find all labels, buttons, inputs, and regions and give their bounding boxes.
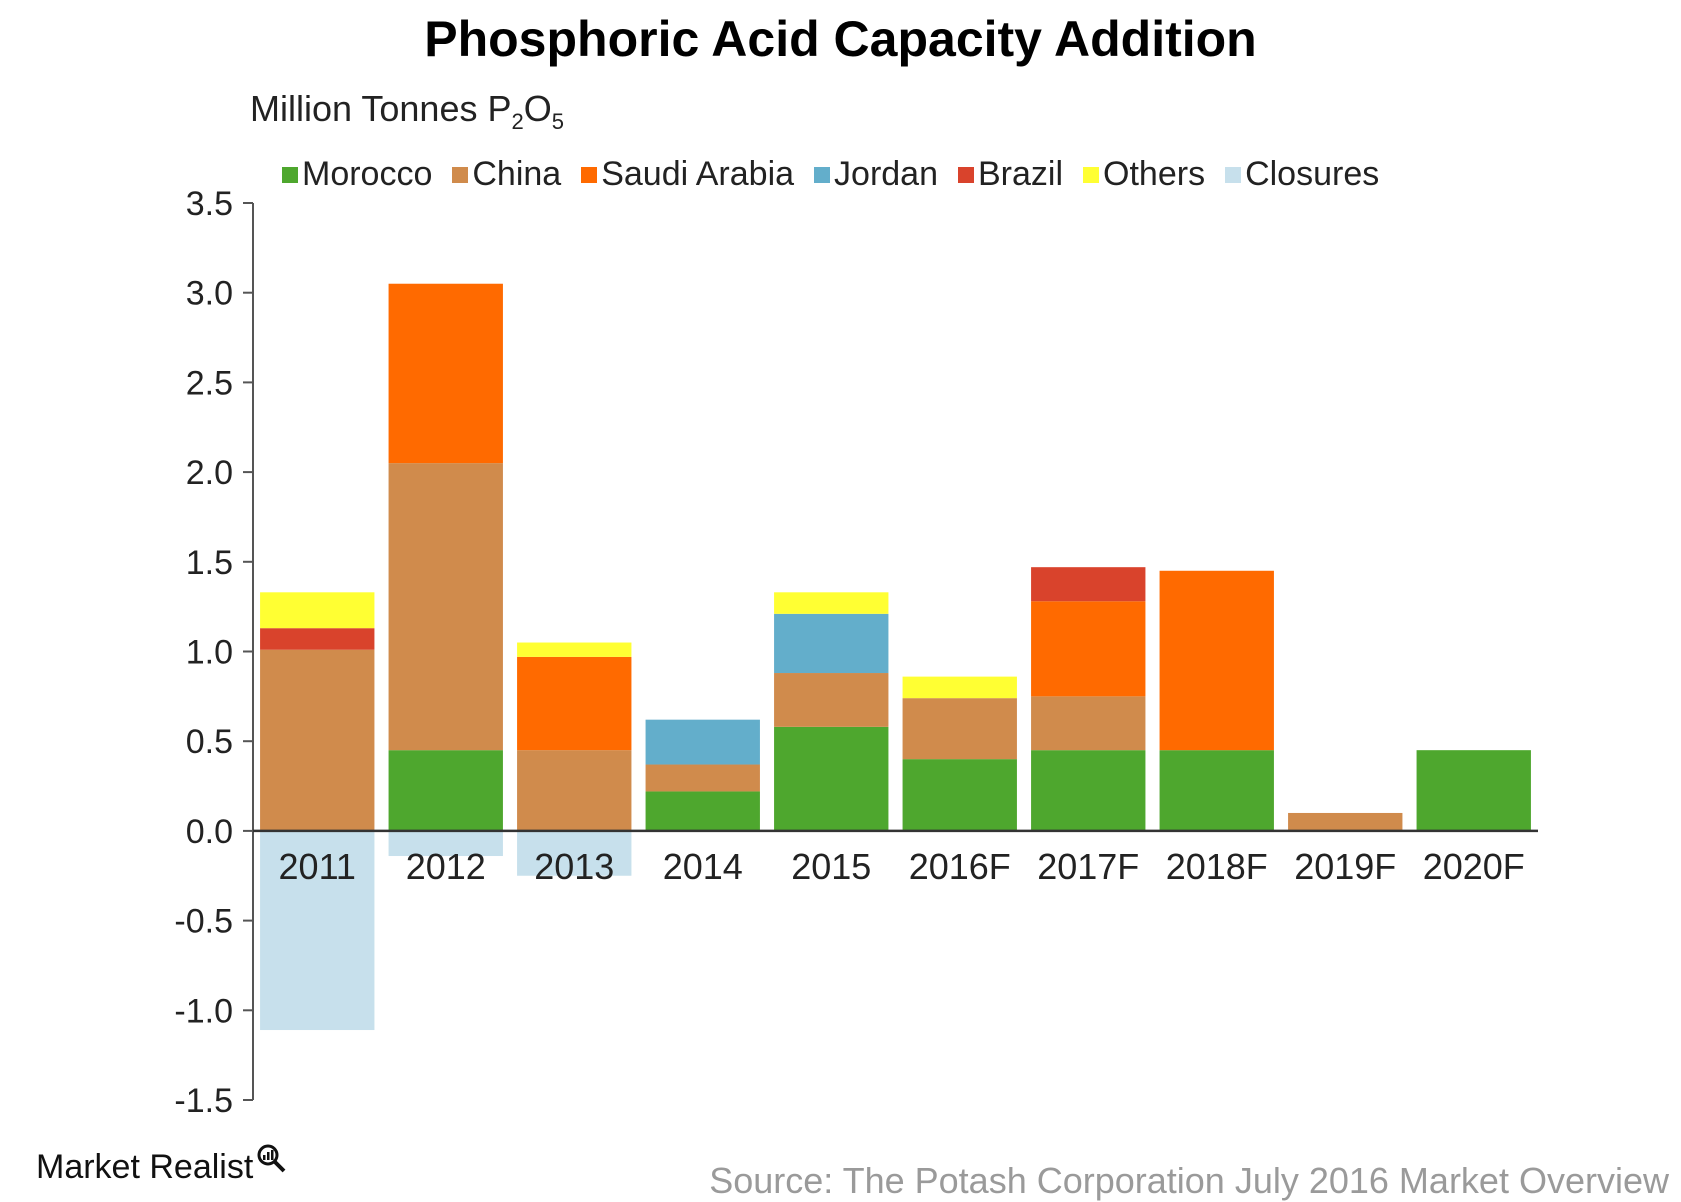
legend-label: Brazil	[978, 155, 1064, 193]
unit-sub-2: 5	[551, 109, 564, 135]
bar-2018f-morocco	[1159, 750, 1274, 831]
unit-mid: O	[523, 88, 552, 129]
legend-label: Morocco	[302, 155, 433, 193]
bar-2013-closures	[517, 830, 632, 876]
bar-2014-china	[645, 764, 760, 792]
x-tick-label: 2014	[663, 846, 743, 887]
y-tick-label: 1.0	[186, 634, 233, 672]
bar-2015-others	[774, 592, 889, 614]
x-tick-label: 2011	[279, 846, 356, 887]
bar-2011-china	[260, 649, 375, 831]
legend-swatch	[1225, 166, 1242, 183]
y-tick-label: 0.5	[186, 723, 233, 761]
bar-2012-china	[388, 463, 503, 751]
bar-2014-jordan	[645, 719, 760, 765]
y-axis-unit-label: Million Tonnes P2O5	[250, 88, 564, 135]
y-tick-label: 0.0	[186, 813, 233, 851]
legend-swatch	[581, 166, 598, 183]
bar-2012-closures	[388, 830, 503, 857]
source-note: Source: The Potash Corporation July 2016…	[709, 1160, 1669, 1201]
bar-2017f-china	[1031, 696, 1146, 751]
legend-swatch	[814, 166, 831, 183]
bar-2015-jordan	[774, 613, 889, 674]
x-tick-label: 2017F	[1037, 846, 1139, 887]
bar-2018f-saudi-arabia	[1159, 570, 1274, 751]
bar-2013-others	[517, 642, 632, 657]
y-tick-label: -1.5	[174, 1082, 233, 1120]
unit-main: Million Tonnes P	[250, 88, 512, 129]
x-tick-label: 2016F	[909, 846, 1011, 887]
legend-item-jordan: Jordan	[814, 155, 938, 194]
y-tick-label: 2.5	[186, 364, 233, 402]
legend-label: Jordan	[834, 155, 938, 193]
bar-2014-morocco	[645, 791, 760, 831]
y-tick-label: 3.0	[186, 275, 233, 313]
y-tick-label: 2.0	[186, 454, 233, 492]
x-tick-label: 2013	[534, 846, 614, 887]
logo-text: Market Realist	[36, 1148, 254, 1186]
legend-label: Closures	[1245, 155, 1380, 193]
legend-label: Others	[1103, 155, 1206, 193]
legend-item-morocco: Morocco	[282, 155, 432, 194]
bar-2017f-saudi-arabia	[1031, 601, 1146, 697]
legend-label: Saudi Arabia	[601, 155, 795, 193]
bar-2016f-morocco	[902, 759, 1017, 831]
x-tick-label: 2018F	[1166, 846, 1268, 887]
market-realist-logo: Market Realist	[36, 1144, 287, 1187]
legend-label: China	[472, 155, 562, 193]
legend-swatch	[452, 166, 469, 183]
legend: Morocco China Saudi Arabia Jordan Brazil Othe…	[282, 155, 1399, 194]
magnifier-icon	[257, 1144, 286, 1173]
y-tick-label: -1.0	[174, 992, 233, 1030]
bar-2013-saudi-arabia	[517, 656, 632, 751]
legend-item-saudi-arabia: Saudi Arabia	[581, 155, 794, 194]
bar-2013-china	[517, 750, 632, 831]
x-tick-label: 2012	[406, 846, 486, 887]
bar-2019f-china	[1288, 812, 1403, 831]
bar-2012-morocco	[388, 750, 503, 831]
bar-chart: 3.5 3.0 2.5 2.0 1.5 1.0 0.5 0.0 -0.5 -1.0 -1.5 2011…	[174, 185, 1538, 1120]
legend-swatch	[1083, 166, 1100, 183]
legend-swatch	[958, 166, 974, 183]
bar-2015-morocco	[774, 726, 889, 831]
legend-item-brazil: Brazil	[958, 155, 1063, 194]
bar-2020f-morocco	[1416, 750, 1531, 831]
legend-item-others: Others	[1083, 155, 1205, 194]
legend-item-closures: Closures	[1225, 155, 1379, 194]
x-tick-label: 2019F	[1294, 846, 1396, 887]
x-tick-label: 2020F	[1423, 846, 1525, 887]
bar-2011-others	[260, 592, 375, 629]
chart-title: Phosphoric Acid Capacity Addition	[424, 11, 1257, 67]
legend-swatch	[282, 166, 298, 183]
bar-2016f-others	[902, 676, 1017, 699]
x-tick-label: 2015	[791, 846, 871, 887]
bar-2016f-china	[902, 698, 1017, 760]
bar-2012-saudi-arabia	[388, 283, 503, 464]
y-tick-label: 3.5	[186, 185, 233, 223]
y-tick-label: -0.5	[174, 903, 233, 941]
bar-2017f-brazil	[1031, 567, 1146, 602]
bar-2011-brazil	[260, 628, 375, 650]
unit-sub-1: 2	[511, 109, 524, 135]
bar-2015-china	[774, 673, 889, 727]
bar-2011-closures	[260, 830, 375, 1031]
legend-item-china: China	[452, 155, 561, 194]
bar-2017f-morocco	[1031, 750, 1146, 831]
y-tick-label: 1.5	[186, 544, 233, 582]
